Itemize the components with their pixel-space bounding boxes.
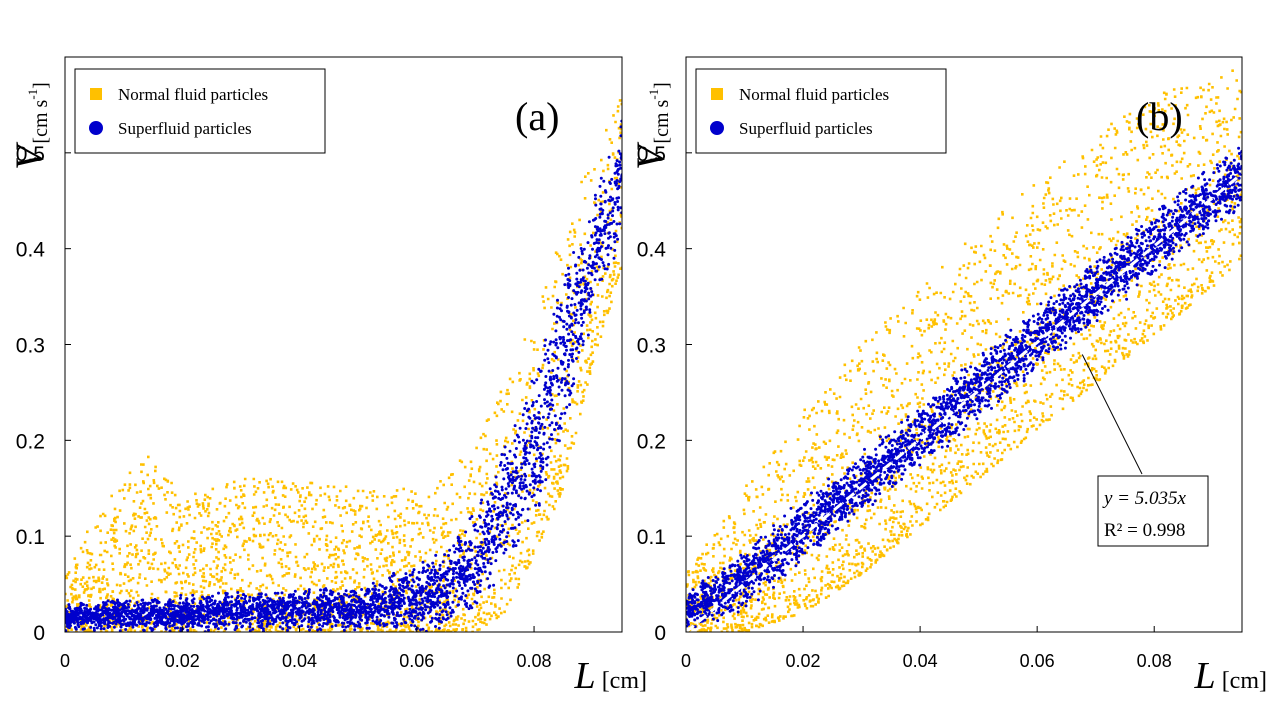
x-tick-label: 0 (681, 651, 691, 671)
series-normal-points (686, 69, 1242, 632)
legend: Normal fluid particles Superfluid particl… (695, 68, 947, 154)
y-tick-label: 0.3 (16, 335, 45, 358)
x-tick-label: 0.08 (1137, 651, 1172, 671)
y-tick-label: 0 (654, 622, 666, 645)
x-tick-label: 0.02 (786, 651, 821, 671)
legend-box (74, 68, 326, 154)
legend-entry-label: Superfluid particles (739, 119, 873, 138)
y-tick-label: 0.2 (16, 430, 45, 453)
legend-entry-label: Normal fluid particles (739, 85, 889, 104)
y-tick-label: 0.2 (637, 430, 666, 453)
fit-equation: y = 5.035x (1102, 488, 1187, 509)
legend-circle-marker-icon (710, 121, 724, 135)
y-tick-label: 0.4 (637, 239, 667, 262)
series-normal-points (65, 99, 622, 632)
legend-square-marker-icon (711, 88, 723, 100)
y-tick-label: 0.4 (16, 239, 46, 262)
panel-label: (a) (515, 94, 559, 139)
y-tick-label: 0.5 (16, 143, 45, 166)
fit-annotation-box (1097, 475, 1209, 547)
series-super-markers (686, 146, 1242, 629)
x-tick-label: 0.06 (399, 651, 434, 671)
x-tick-label: 0.02 (165, 651, 200, 671)
y-tick-label: 0.3 (637, 335, 666, 358)
fit-annotation-leader (1081, 354, 1143, 475)
legend-entry-label: Normal fluid particles (118, 85, 268, 104)
legend: Normal fluid particles Superfluid particl… (74, 68, 326, 154)
x-tick-label: 0 (60, 651, 70, 671)
fit-line (686, 172, 1242, 632)
x-axis-title: L [cm] (1194, 655, 1267, 697)
y-axis-title: V[cm s-1] (628, 82, 673, 170)
legend-box (695, 68, 947, 154)
chart-panel-a: 0 0.1 0.2 0.3 0.4 0.5 0 0.02 0.04 0.06 0.08 L [cm] V[… (7, 56, 647, 697)
x-tick-label: 0.06 (1020, 651, 1055, 671)
y-tick-label: 0 (33, 622, 45, 645)
series-normal-markers (686, 69, 1242, 632)
x-tick-label: 0.04 (903, 651, 938, 671)
legend-circle-marker-icon (89, 121, 103, 135)
y-axis-title: V[cm s-1] (7, 82, 52, 170)
x-tick-label: 0.08 (517, 651, 552, 671)
x-axis-title: L [cm] (574, 655, 647, 697)
series-super-points (686, 146, 1242, 629)
y-tick-label: 0.1 (637, 526, 666, 549)
y-tick-label: 0.1 (16, 526, 45, 549)
x-tick-label: 0.04 (282, 651, 317, 671)
fit-r-squared: R² = 0.998 (1104, 520, 1185, 541)
panel-label: (b) (1136, 94, 1183, 139)
y-tick-label: 0.5 (637, 143, 666, 166)
legend-entry-label: Superfluid particles (118, 119, 252, 138)
chart-panel-b: 0 0.1 0.2 0.3 0.4 0.5 0 0.02 0.04 0.06 0.08 L [cm] V[… (628, 56, 1267, 697)
legend-square-marker-icon (90, 88, 102, 100)
series-normal-markers (65, 99, 622, 632)
